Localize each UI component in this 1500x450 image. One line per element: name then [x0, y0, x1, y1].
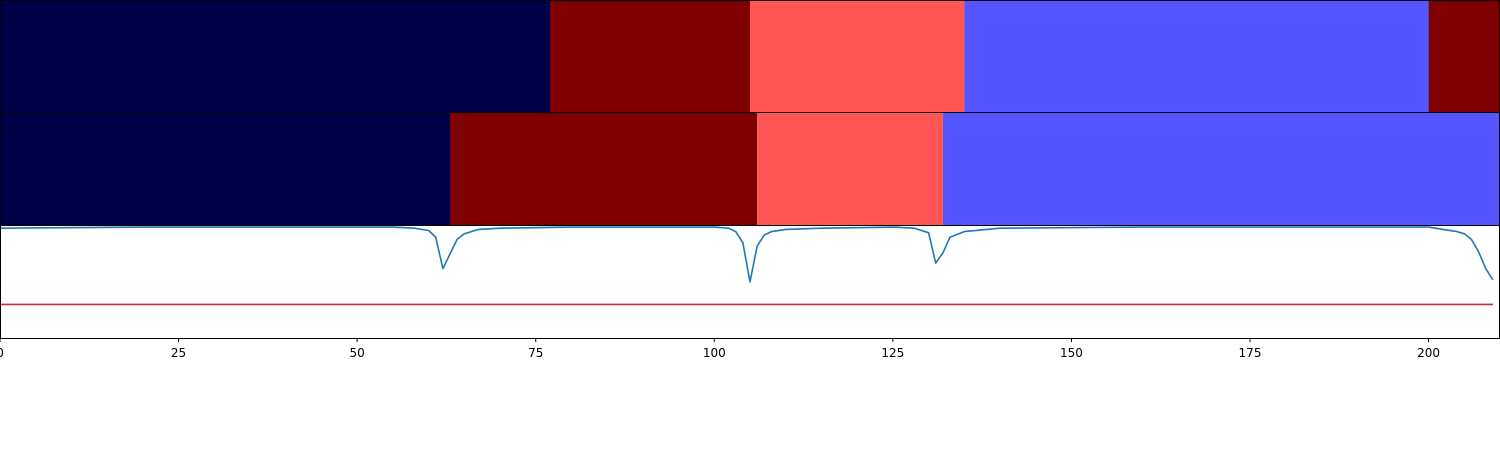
track-1-segment-2 — [550, 1, 750, 112]
x-tick-label-50: 50 — [350, 346, 365, 360]
x-axis: 0 25 50 75 100 125 150 175 200 — [0, 338, 1440, 360]
track-2-segment-2 — [450, 113, 758, 225]
track-1-segment-1 — [0, 1, 550, 112]
x-tick-label-0: 0 — [0, 346, 4, 360]
confidence-line — [0, 226, 1494, 283]
track-2-segment-4 — [942, 113, 1500, 225]
x-tick-label-100: 100 — [703, 346, 726, 360]
x-tick-label-25: 25 — [171, 346, 186, 360]
x-tick-label-150: 150 — [1060, 346, 1083, 360]
track-1-segment-5 — [1428, 1, 1500, 112]
x-tick-label-175: 175 — [1239, 346, 1262, 360]
track-1-segment-4 — [964, 1, 1429, 112]
x-tick-label-75: 75 — [528, 346, 543, 360]
segmentation-track-2 — [0, 112, 1500, 226]
track-2-segment-3 — [757, 113, 943, 225]
track-1-segment-3 — [750, 1, 965, 112]
x-tick-label-125: 125 — [881, 346, 904, 360]
confidence-panel — [0, 225, 1500, 339]
x-tick-label-200: 200 — [1417, 346, 1440, 360]
track-2-segment-1 — [0, 113, 450, 225]
segmentation-track-1 — [0, 0, 1500, 113]
